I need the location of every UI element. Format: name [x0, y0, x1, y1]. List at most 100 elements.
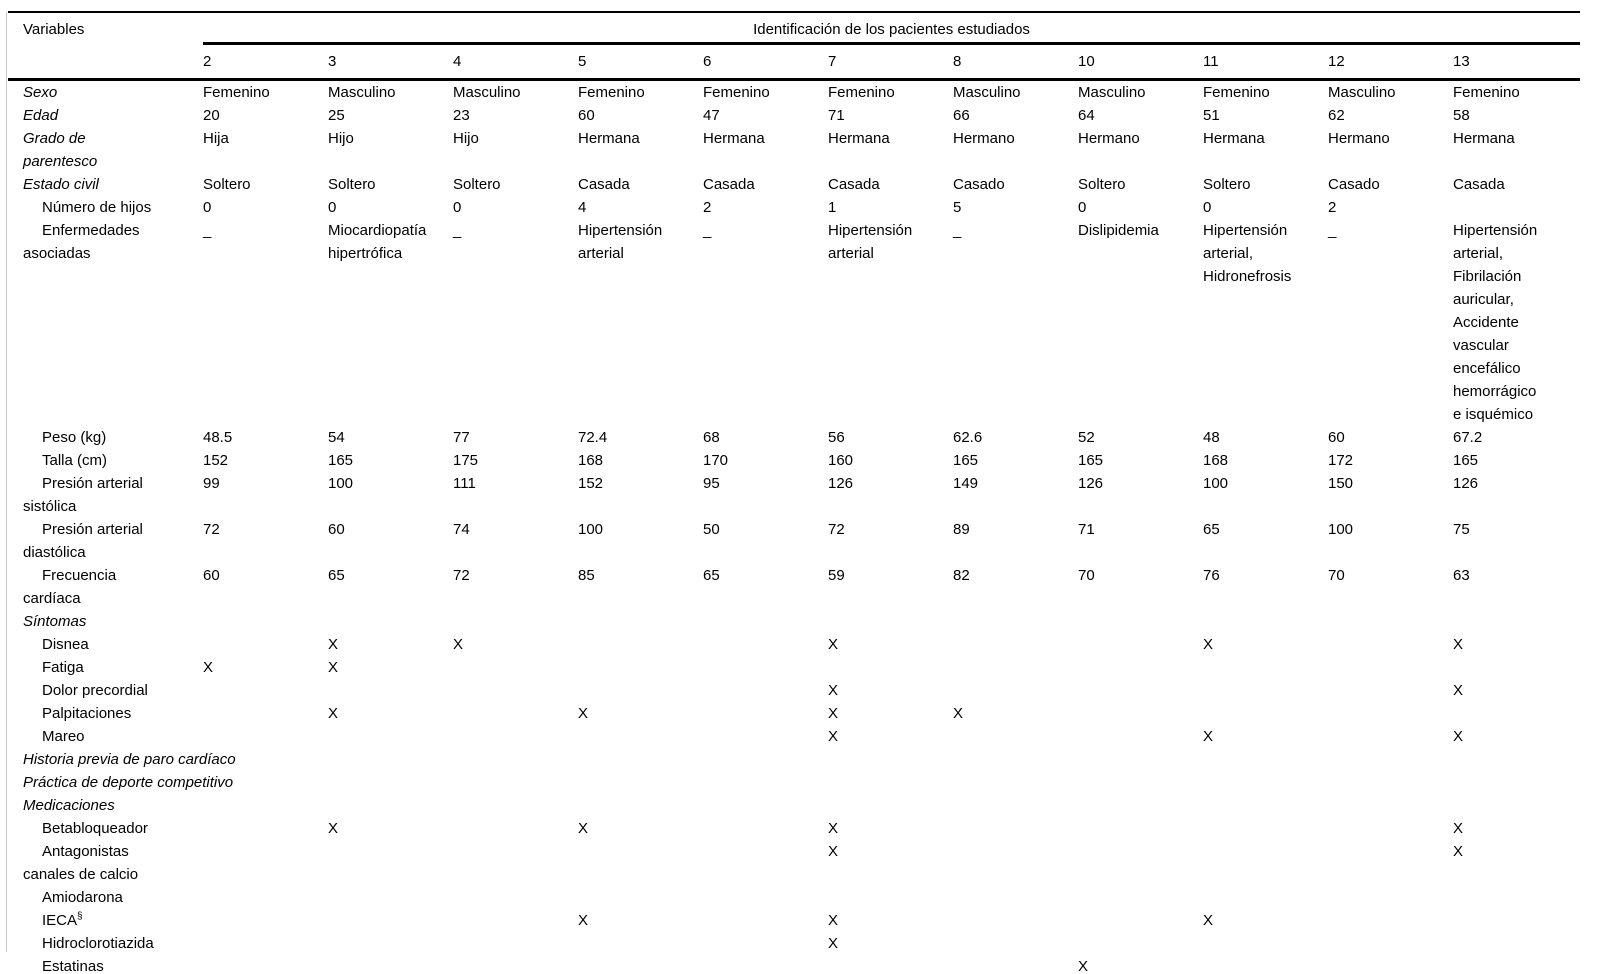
data-cell [453, 909, 578, 932]
data-cell [953, 679, 1078, 702]
data-cell: 48.5 [203, 429, 233, 446]
data-cell [1078, 886, 1203, 909]
data-cell: 48 [1203, 429, 1220, 446]
column-header: 11 [1203, 53, 1219, 70]
data-cell: Casado [1328, 176, 1380, 193]
data-cell: 72 [453, 567, 470, 584]
data-cell [1453, 656, 1578, 679]
data-cell [703, 932, 828, 955]
data-cell: Casado [953, 176, 1005, 193]
data-cell [453, 679, 578, 702]
table-row: Historia previa de paro cardíaco [8, 748, 1580, 771]
column-header: 7 [828, 53, 837, 70]
row-label: Estatinas [42, 958, 104, 974]
data-cell: 72 [203, 521, 220, 538]
row-label: Hidroclorotiazida [42, 935, 154, 952]
data-cell: Hipertensión arterial, Fibrilación auric… [1453, 222, 1538, 423]
row-label: Grado de parentesco [23, 130, 98, 170]
page-edge-line [6, 12, 7, 952]
data-cell: 89 [953, 521, 970, 538]
data-cell [578, 955, 703, 974]
data-cell: X [328, 659, 339, 676]
data-cell: _ [703, 222, 712, 239]
data-cell [203, 955, 328, 974]
data-cell: 165 [1453, 452, 1479, 469]
data-cell [453, 955, 578, 974]
row-label: Historia previa de paro cardíaco [23, 751, 236, 768]
data-cell [1203, 817, 1328, 840]
data-cell: 168 [1203, 452, 1229, 469]
data-cell: 165 [953, 452, 979, 469]
column-number-row: 2 3 4 5 6 7 8 10 11 12 13 [203, 45, 1580, 78]
data-cell: Soltero [328, 176, 376, 193]
data-cell [453, 840, 578, 886]
data-cell [203, 679, 328, 702]
data-cell: 56 [828, 429, 845, 446]
data-cell [328, 840, 453, 886]
table-row: Dolor precordial X X [8, 679, 1580, 702]
data-cell: Soltero [453, 176, 501, 193]
data-cell [1078, 633, 1203, 656]
data-cell: 72.4 [578, 429, 608, 446]
data-cell: 100 [578, 521, 604, 538]
data-cell [828, 886, 953, 909]
table-row: Número de hijos 0 0 0 4 2 1 5 0 0 2 [8, 196, 1580, 219]
data-cell: Masculino [1078, 84, 1146, 101]
data-cell: Casada [703, 176, 755, 193]
row-label: Presión arterial sistólica [23, 475, 143, 515]
data-cell: 170 [703, 452, 729, 469]
data-cell [328, 886, 453, 909]
column-header: 5 [578, 53, 587, 70]
data-cell [703, 725, 828, 748]
data-cell: Soltero [203, 176, 251, 193]
table-row: Hidroclorotiazida X [8, 932, 1580, 955]
data-cell: _ [453, 222, 462, 239]
data-cell: X [828, 682, 839, 699]
data-cell: 70 [1078, 567, 1095, 584]
data-cell: 63 [1453, 567, 1470, 584]
data-cell: 0 [1078, 199, 1087, 216]
table-row: Talla (cm) 152 165 175 168 170 160 165 165 168 172… [8, 449, 1580, 472]
table-row: Presión arterial sistólica 99 100 111 152 95 1… [8, 472, 1580, 518]
data-cell: Casada [828, 176, 880, 193]
data-cell: Casada [1453, 176, 1505, 193]
data-cell: 75 [1453, 521, 1470, 538]
data-cell: 100 [328, 475, 354, 492]
data-cell: 65 [1203, 521, 1220, 538]
data-cell: Hipertensión arterial, Hidronefrosis [1203, 222, 1292, 285]
data-cell: 100 [1328, 521, 1354, 538]
column-header: 3 [328, 53, 337, 70]
data-cell: X [1453, 682, 1464, 699]
data-cell [703, 702, 828, 725]
row-label: Disnea [42, 636, 89, 653]
row-label: Frecuencia cardíaca [23, 567, 117, 607]
data-cell: X [828, 705, 839, 722]
data-cell: 99 [203, 475, 220, 492]
row-label: Práctica de deporte competitivo [23, 774, 234, 791]
data-cell: 1 [828, 199, 837, 216]
data-cell [1328, 725, 1453, 748]
table-row: Fatiga X X [8, 656, 1580, 679]
data-cell [578, 840, 703, 886]
data-cell: Hija [203, 130, 229, 147]
data-cell: X [828, 843, 839, 860]
data-cell [953, 955, 1078, 974]
data-cell: 85 [578, 567, 595, 584]
data-cell [1328, 817, 1453, 840]
data-cell [828, 656, 953, 679]
data-cell: 47 [703, 107, 720, 124]
data-cell: Hermano [953, 130, 1015, 147]
data-cell: 70 [1328, 567, 1345, 584]
table-row: Mareo X X X [8, 725, 1580, 748]
column-header: 12 [1328, 53, 1345, 70]
data-cell [1328, 886, 1453, 909]
data-cell [953, 817, 1078, 840]
row-label: Presión arterial diastólica [23, 521, 143, 561]
data-cell: X [1453, 843, 1464, 860]
data-cell [1203, 656, 1328, 679]
data-cell [578, 656, 703, 679]
data-cell [203, 702, 328, 725]
data-cell [578, 886, 703, 909]
data-cell [1203, 886, 1328, 909]
